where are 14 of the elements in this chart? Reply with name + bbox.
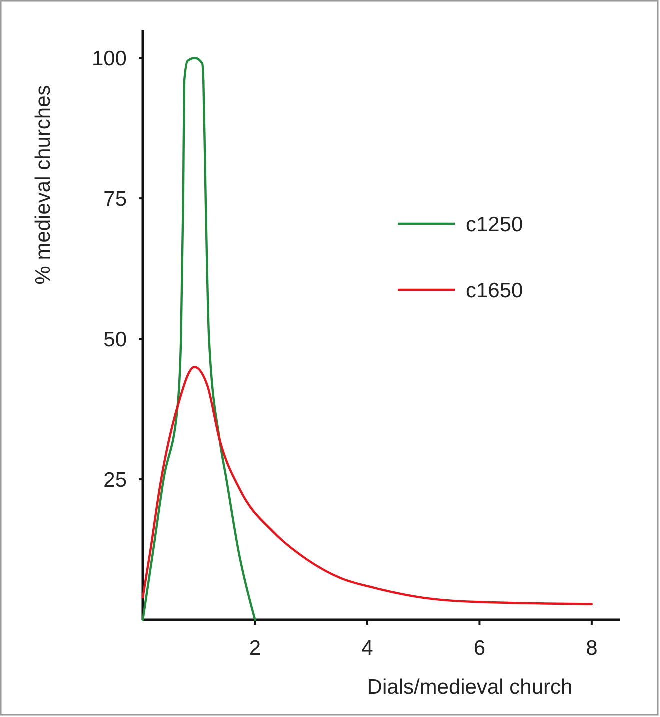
line-series — [142, 366, 594, 606]
x-axis-title: Dials/medieval church — [367, 676, 573, 699]
y-tick-label: 25 — [104, 468, 127, 492]
y-tick-label: 100 — [92, 47, 127, 70]
y-tick-label: 50 — [104, 328, 127, 352]
x-tick-label: 2 — [249, 637, 262, 660]
x-tick-label: 4 — [362, 637, 374, 660]
y-tick-label: 75 — [104, 188, 127, 211]
line-series — [142, 56, 256, 622]
x-tick-label: 8 — [586, 637, 598, 660]
legend-label: c1250 — [466, 213, 524, 236]
y-axis-title: % medieval churches — [32, 85, 55, 285]
x-tick-label: 6 — [474, 637, 486, 660]
legend-label: c1650 — [466, 279, 524, 302]
